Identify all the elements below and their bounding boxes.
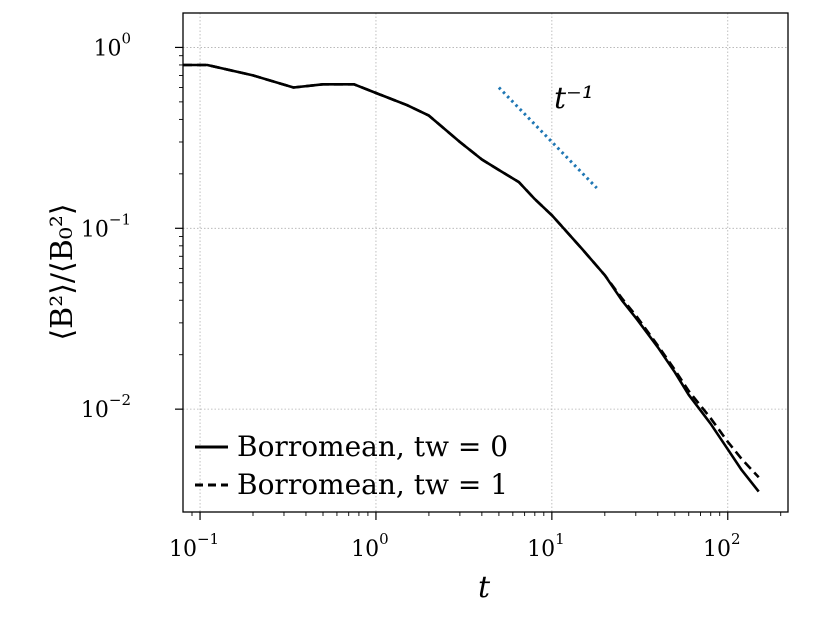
x-tick-label: 10−1: [169, 530, 219, 562]
x-tick-exponent: 0: [379, 530, 389, 548]
grid-lines: [183, 13, 788, 512]
ticks: [175, 46, 782, 520]
y-tick-exponent: −1: [109, 210, 131, 228]
y-tick-exponent: 0: [121, 29, 131, 47]
y-tick-exponent: −2: [109, 391, 131, 409]
legend-label-tw0: Borromean, tw = 0: [237, 430, 508, 463]
legend: Borromean, tw = 0 Borromean, tw = 1: [195, 430, 508, 501]
x-tick-exponent: −1: [197, 530, 219, 548]
y-tick-label: 10−2: [81, 391, 131, 423]
series-group: [183, 63, 760, 493]
x-tick-exponent: 2: [731, 530, 741, 548]
x-tick-label: 102: [703, 530, 741, 562]
x-tick-label: 100: [351, 530, 389, 562]
y-axis-label: ⟨B²⟩/⟨B₀²⟩: [45, 203, 80, 340]
legend-label-tw1: Borromean, tw = 1: [237, 468, 508, 501]
y-tick-label: 10−1: [81, 210, 131, 242]
x-axis-label: t: [478, 570, 491, 605]
x-tick-exponent: 1: [555, 530, 565, 548]
x-tick-label: 101: [527, 530, 565, 562]
reference-line-label: t⁻¹: [554, 81, 594, 116]
y-tick-label: 100: [93, 29, 131, 61]
series-line-tw1: [183, 63, 760, 479]
plot-frame: [182, 12, 789, 513]
series-line-tw0: [183, 63, 760, 493]
